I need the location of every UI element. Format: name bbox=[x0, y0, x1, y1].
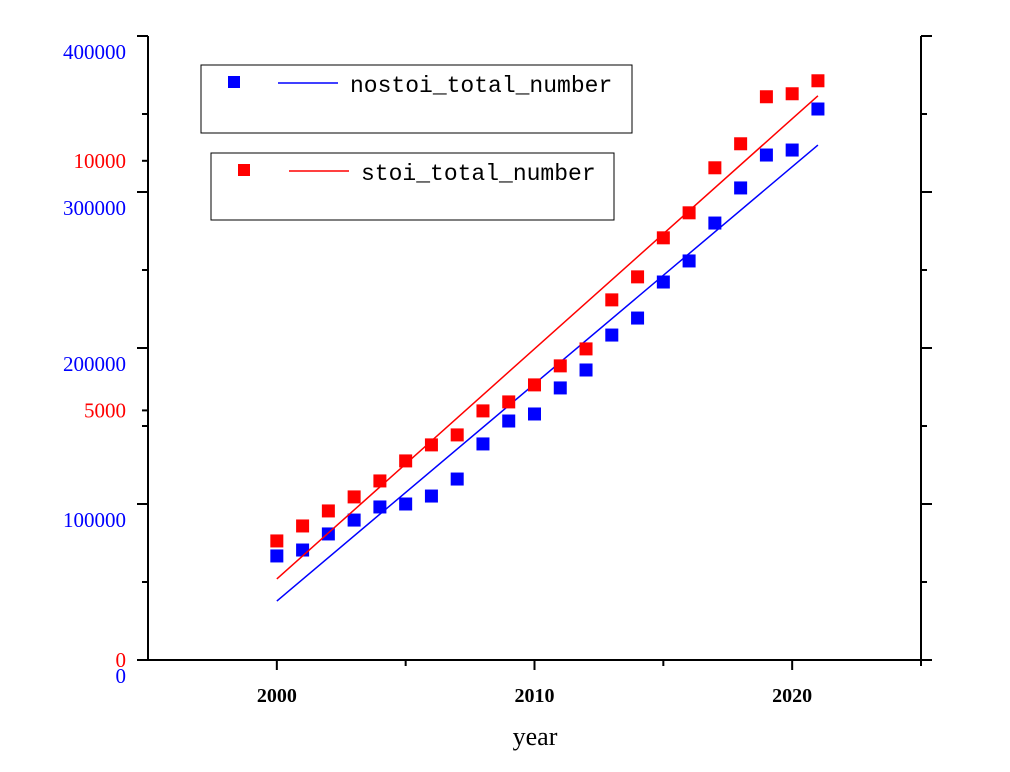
legend-marker bbox=[228, 76, 240, 88]
point bbox=[656, 275, 670, 289]
point bbox=[347, 490, 361, 504]
point bbox=[708, 161, 722, 175]
point bbox=[399, 497, 413, 511]
y-tick-label: 100000 bbox=[63, 508, 126, 532]
point bbox=[682, 254, 696, 268]
fit-line bbox=[276, 95, 819, 580]
legend-box bbox=[210, 152, 615, 221]
x-tick-label: 2000 bbox=[257, 685, 297, 707]
legend-marker bbox=[238, 164, 250, 176]
x-axis-label: year bbox=[513, 722, 558, 751]
point bbox=[785, 87, 799, 101]
point bbox=[270, 534, 284, 548]
point bbox=[476, 437, 490, 451]
point bbox=[656, 231, 670, 245]
point bbox=[708, 216, 722, 230]
point bbox=[759, 90, 773, 104]
point bbox=[424, 438, 438, 452]
y-tick-label: 400000 bbox=[63, 40, 126, 64]
point bbox=[528, 407, 541, 421]
y-tick-label: 200000 bbox=[63, 352, 126, 376]
point bbox=[450, 472, 464, 486]
point bbox=[605, 293, 619, 307]
point bbox=[528, 378, 541, 392]
y2-tick-label: 10000 bbox=[74, 149, 127, 173]
point bbox=[579, 342, 593, 356]
point bbox=[296, 543, 310, 557]
point bbox=[631, 270, 645, 284]
point bbox=[759, 148, 773, 162]
point bbox=[682, 206, 696, 220]
point bbox=[811, 102, 825, 116]
point bbox=[734, 181, 748, 195]
point bbox=[785, 143, 799, 157]
point bbox=[347, 513, 361, 527]
y2-tick-label: 5000 bbox=[84, 398, 126, 422]
point bbox=[734, 137, 748, 151]
point bbox=[579, 363, 593, 377]
point bbox=[502, 395, 516, 409]
point bbox=[373, 474, 387, 488]
legend-label: nostoi_total_number bbox=[350, 73, 612, 99]
legend-box bbox=[200, 64, 633, 134]
point bbox=[424, 489, 438, 503]
y2-tick-label: 0 bbox=[116, 648, 127, 672]
point bbox=[373, 500, 387, 514]
point bbox=[605, 328, 619, 342]
point bbox=[553, 359, 567, 373]
point bbox=[476, 404, 490, 418]
point bbox=[270, 549, 284, 563]
point bbox=[399, 454, 413, 468]
point bbox=[450, 428, 464, 442]
legend-label: stoi_total_number bbox=[361, 161, 596, 187]
fit-line bbox=[276, 144, 819, 602]
point bbox=[321, 504, 335, 518]
point bbox=[553, 381, 567, 395]
point bbox=[811, 74, 825, 88]
point bbox=[296, 519, 310, 533]
y-tick-label: 300000 bbox=[63, 196, 126, 220]
x-tick-label: 2010 bbox=[515, 685, 555, 707]
point bbox=[502, 414, 516, 428]
x-tick-label: 2020 bbox=[772, 685, 812, 707]
point bbox=[631, 311, 645, 325]
y-tick-label: 0 bbox=[116, 664, 127, 688]
